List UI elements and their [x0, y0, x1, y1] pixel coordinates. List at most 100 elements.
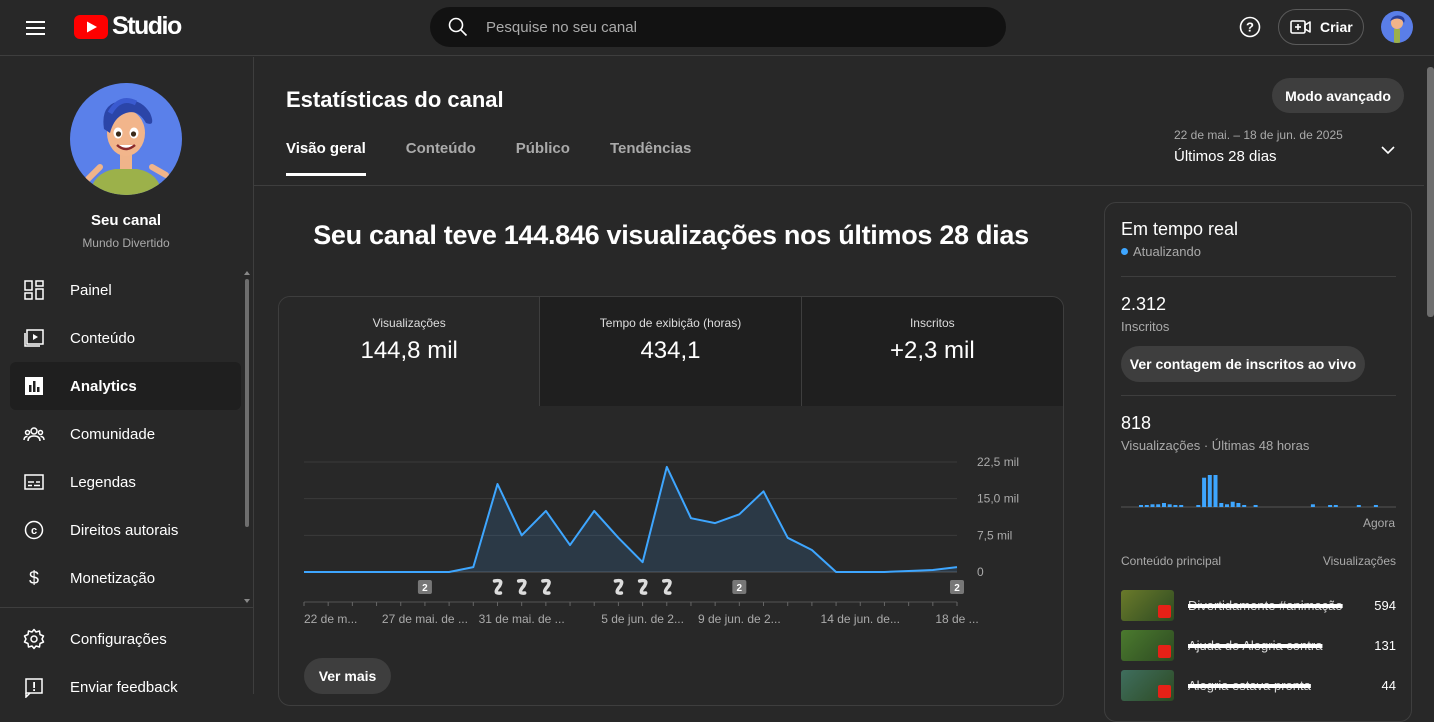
sidebar-item-label: Configurações: [70, 630, 167, 648]
sidebar-item-comunidade[interactable]: Comunidade: [10, 410, 241, 458]
studio-logo-text: Studio: [112, 12, 182, 40]
date-range-picker[interactable]: 22 de mai. – 18 de jun. de 2025 Últimos …: [1174, 128, 1343, 165]
sidebar-scroll-thumb[interactable]: [245, 279, 249, 527]
realtime-bar: [1167, 504, 1172, 507]
video-thumbnail: [1121, 629, 1174, 661]
realtime-bar: [1328, 505, 1333, 507]
svg-text:c: c: [31, 525, 37, 537]
channel-title: Seu canal: [90, 212, 162, 229]
video-views: 44: [1381, 677, 1396, 693]
sidebar-item-direitos-autorais[interactable]: c Direitos autorais: [10, 506, 241, 554]
sidebar-item-label: Conteúdo: [70, 329, 136, 347]
views-chart[interactable]: 0 7,5 mil 15,0 mil 22,5 mil 2 2 2 22 de m... 27 …: [279, 407, 1064, 647]
sidebar-item-label: Legendas: [70, 473, 136, 491]
sidebar-item-label: Monetização: [70, 569, 156, 587]
top-content-row[interactable]: Divertidamente #animação 594: [1121, 588, 1396, 622]
shorts-icon: [541, 578, 551, 595]
video-title-redacted: Divertidamente #animação: [1188, 597, 1343, 613]
help-icon[interactable]: ?: [1238, 15, 1262, 39]
metric-label: Tempo de exibição (horas): [599, 316, 742, 330]
chart-marker-count: [950, 580, 964, 594]
sidebar-item-legendas[interactable]: Legendas: [10, 458, 241, 506]
channel-avatar[interactable]: [70, 83, 182, 195]
svg-text:?: ?: [1246, 20, 1254, 35]
sidebar-scrollbar[interactable]: [244, 271, 250, 603]
search-bar[interactable]: [430, 7, 1006, 47]
realtime-bar: [1373, 505, 1378, 507]
realtime-now-label: Agora: [1363, 516, 1396, 530]
page-scroll-thumb[interactable]: [1427, 67, 1434, 317]
create-button[interactable]: Criar: [1278, 9, 1364, 45]
account-avatar[interactable]: [1381, 11, 1413, 43]
realtime-bar: [1202, 477, 1207, 507]
video-views: 594: [1374, 597, 1396, 613]
subtitles-icon: [23, 471, 45, 493]
sidebar-divider: [0, 607, 253, 608]
svg-text:$: $: [29, 568, 39, 588]
live-subscriber-count-button[interactable]: Ver contagem de inscritos ao vivo: [1121, 346, 1365, 382]
metric-label: Visualizações: [372, 316, 446, 330]
sidebar-item-enviar-feedback[interactable]: Enviar feedback: [10, 663, 241, 711]
metric-value: 144,8 mil: [360, 337, 458, 364]
chart-y-tick-label: 22,5 mil: [977, 455, 1019, 469]
realtime-bar: [1253, 505, 1258, 507]
create-video-icon: [1290, 20, 1311, 34]
realtime-views-value: 818: [1121, 413, 1152, 433]
live-dot-icon: [1121, 248, 1128, 255]
sidebar-item-conteudo[interactable]: Conteúdo: [10, 314, 241, 362]
tab-visao-geral[interactable]: Visão geral: [286, 140, 366, 176]
chart-marker-count-label: 2: [954, 583, 960, 594]
realtime-bar: [1207, 475, 1212, 507]
date-range-label: Últimos 28 dias: [1174, 148, 1277, 165]
video-title-redacted: Alegria estava pronta: [1188, 677, 1311, 693]
realtime-views-label: Visualizações · Últimas 48 horas: [1121, 438, 1310, 453]
sidebar-item-painel[interactable]: Painel: [10, 266, 241, 314]
studio-logo[interactable]: Studio: [74, 12, 182, 41]
search-input[interactable]: [486, 18, 966, 36]
shorts-badge-icon: [1158, 644, 1171, 658]
sidebar-item-analytics[interactable]: Analytics: [10, 362, 241, 410]
chart-series-line: [304, 465, 958, 573]
realtime-bar: [1196, 505, 1201, 507]
realtime-status-text: Atualizando: [1133, 244, 1201, 259]
chart-x-tick-label: 31 de mai. de ...: [479, 612, 565, 626]
page-scrollbar[interactable]: [1424, 57, 1434, 694]
chevron-down-icon[interactable]: [1380, 144, 1396, 156]
sidebar-item-label: Direitos autorais: [70, 521, 179, 539]
metric-subscribers[interactable]: Inscritos +2,3 mil: [801, 297, 1063, 406]
realtime-views-bar-chart[interactable]: [1121, 463, 1396, 509]
feedback-icon: [23, 676, 45, 698]
chart-marker-count-label: 2: [737, 583, 743, 594]
realtime-title: Em tempo real: [1121, 219, 1239, 239]
tab-publico[interactable]: Público: [515, 140, 570, 157]
realtime-bar: [1230, 501, 1235, 507]
date-range-dates: 22 de mai. – 18 de jun. de 2025: [1174, 128, 1343, 142]
top-content-row[interactable]: Ajuda do Alegria contra 131: [1121, 628, 1396, 662]
tabs-divider: [254, 185, 1434, 186]
realtime-bar: [1156, 504, 1161, 507]
copyright-icon: c: [23, 519, 45, 541]
sidebar-item-configuracoes[interactable]: Configurações: [10, 615, 241, 663]
chart-x-tick-label: 27 de mai. de ...: [382, 612, 468, 626]
see-more-button[interactable]: Ver mais: [304, 658, 391, 694]
top-content-row[interactable]: Alegria estava pronta 44: [1121, 668, 1396, 702]
chart-x-tick-label: 5 de jun. de 2...: [601, 612, 684, 626]
metric-label: Inscritos: [909, 316, 955, 330]
sidebar-item-monetizacao[interactable]: $ Monetização: [10, 554, 241, 602]
realtime-card: Em tempo real Atualizando 2.312 Inscrito…: [1104, 202, 1412, 722]
sidebar-item-label: Enviar feedback: [70, 678, 178, 696]
chart-marker-count: [732, 580, 747, 594]
divider: [1121, 276, 1396, 277]
chart-x-tick-label: 9 de jun. de 2...: [698, 612, 781, 626]
metric-watch-time[interactable]: Tempo de exibição (horas) 434,1: [540, 297, 802, 406]
menu-icon[interactable]: [22, 16, 50, 40]
tab-tendencias[interactable]: Tendências: [609, 140, 692, 157]
advanced-mode-button[interactable]: Modo avançado: [1272, 78, 1404, 113]
realtime-bar: [1179, 505, 1184, 507]
tab-conteudo[interactable]: Conteúdo: [405, 140, 476, 157]
metric-views[interactable]: Visualizações 144,8 mil: [279, 297, 541, 406]
metric-value: +2,3 mil: [889, 337, 975, 364]
chart-marker-count: [417, 580, 432, 594]
chart-x-tick-label: 14 de jun. de...: [821, 612, 900, 626]
realtime-bar: [1219, 503, 1224, 507]
